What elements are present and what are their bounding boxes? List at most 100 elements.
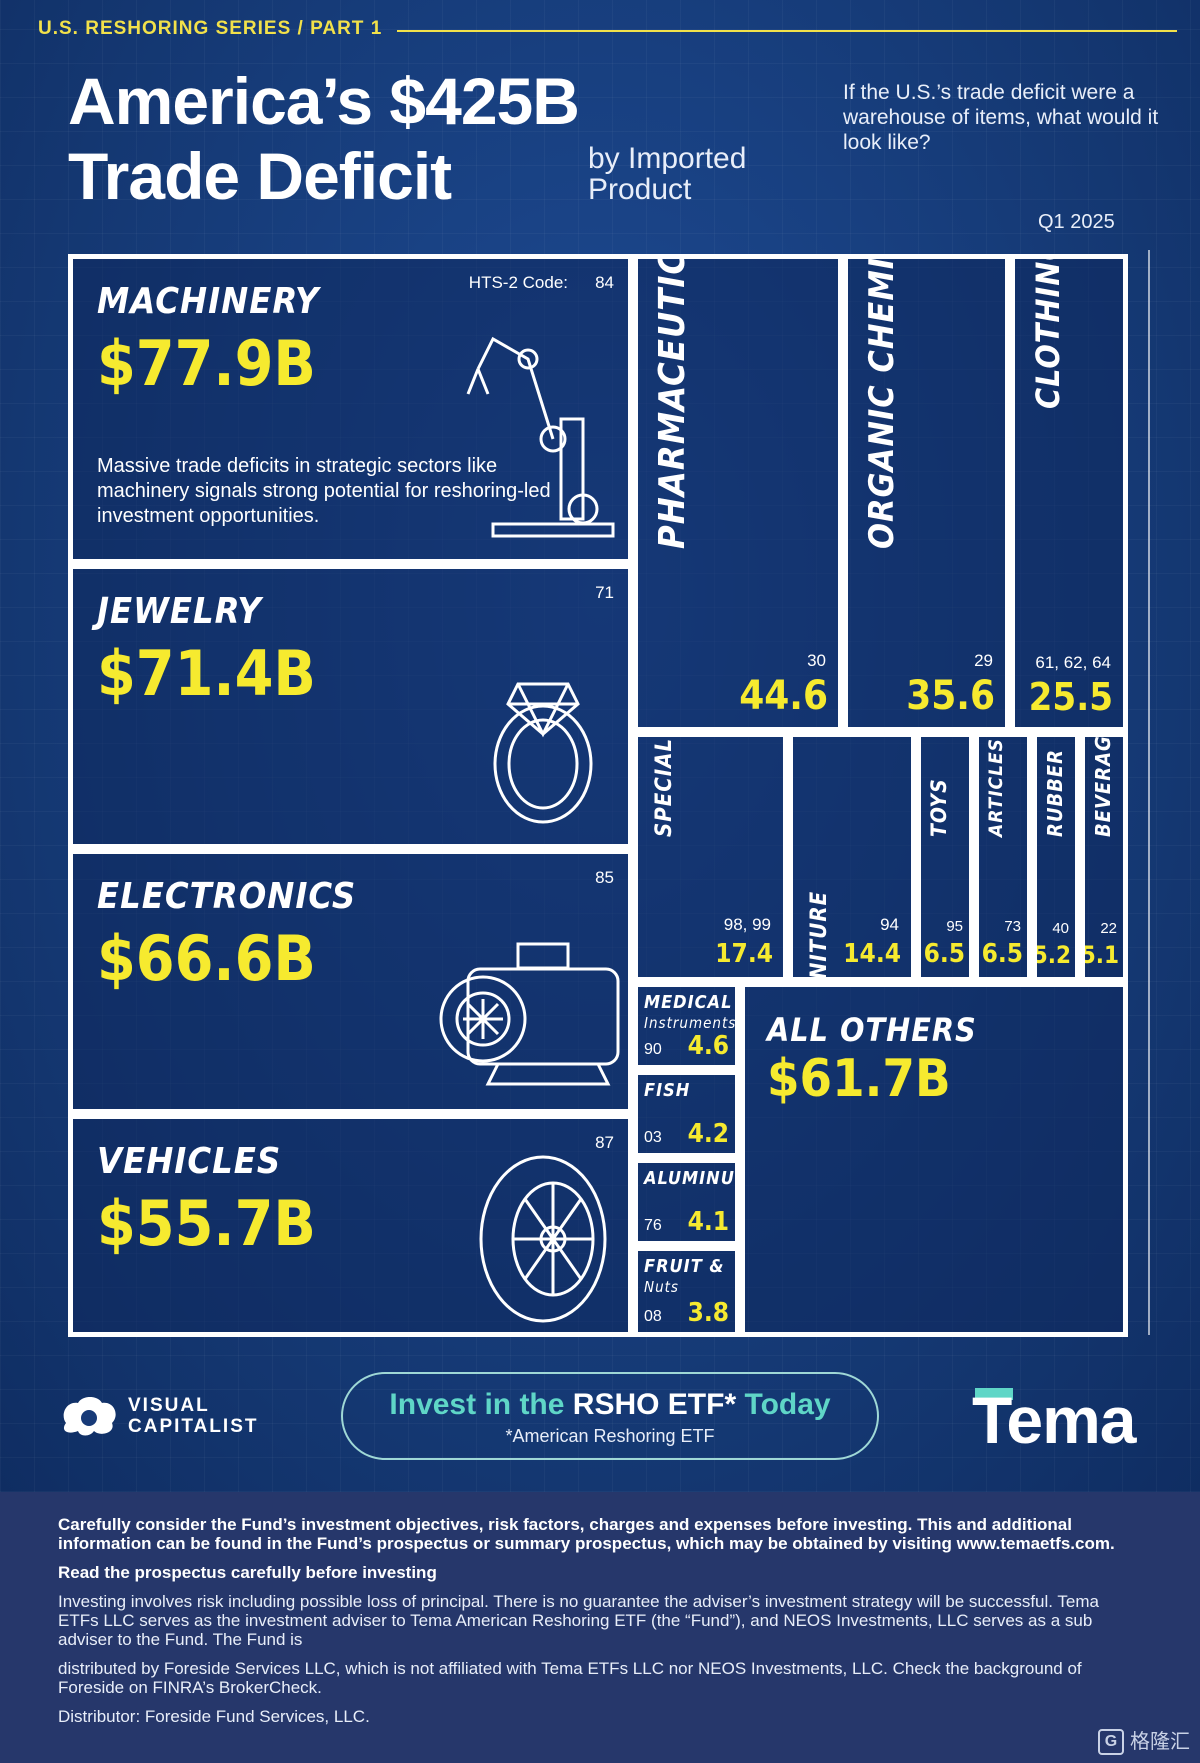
period-label: Q1 2025 [1038,211,1115,233]
fruit-nuts-name-sub: Nuts [644,1278,679,1296]
treemap-cell-organic-chemicals[interactable]: ORGANIC CHEMICALS 35.6 29 [843,254,1010,732]
treemap-cell-all-others[interactable]: ALL OTHERS $61.7B [740,982,1128,1337]
treemap-cell-articles-of-iron[interactable]: ARTICLES OF IRONor Steel 6.5 73 [974,732,1032,982]
treemap-cell-furniture[interactable]: FURNITURE 14.4 94 [788,732,916,982]
organic-chemicals-value: 35.6 [906,673,995,719]
vehicles-value: $55.7B [97,1187,316,1260]
rubber-name-text: RUBBER [1043,748,1067,837]
treemap-cell-machinery[interactable]: MACHINERY $77.9B 84 HTS-2 Code: Massive trad… [68,254,633,564]
all-others-value: $61.7B [767,1049,951,1109]
articles-of-iron-name-text: ARTICLES OF IRON [985,732,1007,837]
organic-chemicals-hts-code: 29 [974,651,993,670]
rubber-value: 5.2 [1032,941,1071,969]
fruit-nuts-hts-code: 08 [644,1308,662,1325]
clothing-name: CLOTHING [1029,254,1067,409]
visual-capitalist-logo[interactable]: VISUAL CAPITALIST [58,1393,258,1439]
treemap-cell-electronics[interactable]: ELECTRONICS $66.6B 85 [68,849,633,1114]
beverages-name-text: BEVERAGES [1091,732,1115,837]
articles-of-iron-hts-code: 73 [1004,918,1021,935]
special-classification-name: SPECIAL CLASSIFICATION [652,737,677,837]
beverages-value: 5.1 [1080,941,1119,969]
treemap-cell-vehicles[interactable]: VEHICLES $55.7B 87 [68,1114,633,1337]
tema-logo-accent [975,1388,1013,1400]
medical-name-sub: Instruments [644,1014,737,1032]
treemap-cell-clothing[interactable]: CLOTHING 25.5 61, 62, 64 [1010,254,1128,732]
tema-logo[interactable]: Tema [972,1383,1137,1457]
vehicles-hts-code: 87 [595,1133,614,1152]
cta-main-text: Invest in the RSHO ETF* Today [389,1388,831,1421]
treemap-cell-beverages[interactable]: BEVERAGES 5.1 22 [1080,732,1128,982]
organic-chemicals-name: ORGANIC CHEMICALS [862,254,902,549]
rubber-name: RUBBER [1043,749,1067,837]
organic-chemicals-name-text: ORGANIC CHEMICALS [862,254,902,549]
intro-question: If the U.S.’s trade deficit were a wareh… [843,81,1159,154]
jewelry-value: $71.4B [97,637,316,710]
jewelry-illustration-icon [473,649,613,834]
machinery-hts-code: 84 [595,273,614,292]
treemap-cell-special-classification[interactable]: SPECIAL CLASSIFICATION 17.4 98, 99 [633,732,788,982]
machinery-value: $77.9B [97,327,316,400]
treemap-cell-medical[interactable]: MEDICAL Instruments 4.6 90 [633,982,740,1070]
clothing-value: 25.5 [1028,675,1113,719]
medical-value: 4.6 [687,1031,729,1061]
clothing-hts-code: 61, 62, 64 [1035,653,1111,672]
jewelry-hts-code: 71 [595,583,614,602]
treemap-cell-jewelry[interactable]: JEWELRY $71.4B 71 [68,564,633,849]
watermark: G 格隆汇 [1098,1729,1190,1755]
furniture-name-text: FURNITURE [807,890,832,982]
fish-value: 4.2 [687,1119,729,1149]
pharmaceuticals-hts-code: 30 [807,651,826,670]
disclaimer-p4: distributed by Foreside Services LLC, wh… [58,1659,1082,1697]
toys-value: 6.5 [923,939,965,969]
beverages-hts-code: 22 [1100,920,1117,937]
articles-of-iron-name: ARTICLES OF IRONor Steel [985,732,1007,837]
fruit-nuts-name: FRUIT & Nuts [644,1257,725,1297]
electronics-hts-code: 85 [595,868,614,887]
disclaimer-p5: Distributor: Foreside Fund Services, LLC… [58,1707,370,1726]
watermark-text: 格隆汇 [1130,1730,1190,1753]
hts-code-label: HTS-2 Code: [468,273,568,292]
treemap-cell-fruit-nuts[interactable]: FRUIT & Nuts 3.8 08 [633,1246,740,1337]
furniture-name: FURNITURE [807,890,832,982]
treemap-cell-toys[interactable]: TOYS 6.5 95 [916,732,974,982]
disclaimer-p1: Carefully consider the Fund’s investment… [58,1515,1115,1553]
vehicles-name: VEHICLES [97,1141,282,1182]
series-divider [397,30,1177,32]
vc-logo-line-2: CAPITALIST [128,1416,259,1437]
machinery-name: MACHINERY [97,281,320,322]
dimension-line [1148,250,1150,1335]
electronics-name: ELECTRONICS [97,876,357,917]
machinery-illustration-icon [433,299,628,554]
all-others-name: ALL OTHERS [767,1011,977,1049]
toys-name-text: TOYS [927,778,951,837]
treemap-cell-pharmaceuticals[interactable]: PHARMACEUTICALS 44.6 30 [633,254,843,732]
fish-hts-code: 03 [644,1129,662,1146]
vc-logo-line-1: VISUAL [128,1395,210,1416]
disclaimer-footer: Carefully consider the Fund’s investment… [0,1492,1200,1763]
treemap-cell-aluminum[interactable]: ALUMINUM 4.1 76 [633,1158,740,1246]
special-classification-value: 17.4 [715,939,773,969]
furniture-value: 14.4 [843,939,901,969]
electronics-value: $66.6B [97,922,316,995]
vehicles-illustration-icon [468,1149,618,1332]
toys-name: TOYS [927,778,951,837]
toys-hts-code: 95 [946,918,963,935]
fish-name-text: FISH [644,1080,691,1101]
pharmaceuticals-name: PHARMACEUTICALS [652,254,693,549]
treemap-cell-fish[interactable]: FISH 4.2 03 [633,1070,740,1158]
invest-cta-button[interactable]: Invest in the RSHO ETF* Today *American … [341,1372,879,1460]
title-line-1: America’s $425B [68,64,580,138]
fruit-nuts-value: 3.8 [687,1298,729,1328]
pharmaceuticals-value: 44.6 [739,673,828,719]
medical-name: MEDICAL Instruments [644,993,737,1033]
rubber-hts-code: 40 [1052,920,1069,937]
treemap-cell-rubber[interactable]: RUBBER 5.2 40 [1032,732,1080,982]
articles-of-iron-value: 6.5 [981,939,1023,969]
subtitle: by Imported Product [588,142,747,206]
treemap: MACHINERY $77.9B 84 HTS-2 Code: Massive trad… [68,254,1128,1337]
disclaimer-p2: Read the prospectus carefully before inv… [58,1563,437,1582]
beverages-name: BEVERAGES [1091,732,1115,837]
clothing-name-text: CLOTHING [1029,254,1067,409]
pharmaceuticals-name-text: PHARMACEUTICALS [652,254,693,549]
aluminum-name-text: ALUMINUM [644,1168,735,1189]
